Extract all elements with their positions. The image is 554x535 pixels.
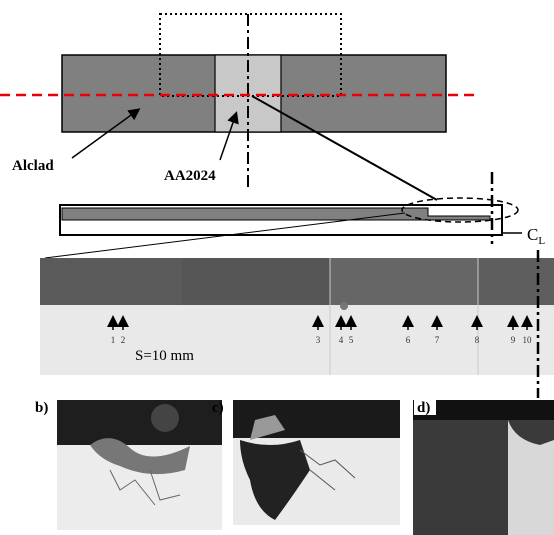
arrow-number: 4 xyxy=(339,335,344,345)
figure: Alclad AA2024 CL 12 3 45 6 7 8 9 10 S=10 mm xyxy=(0,0,554,535)
clad-strip xyxy=(62,208,490,220)
spacing-label: S=10 mm xyxy=(135,348,194,364)
arrow-number: 9 xyxy=(511,335,516,345)
arrow-number: 5 xyxy=(349,335,354,345)
label: AA2024 xyxy=(164,168,216,184)
page: {"diagram": { "labels": {"alclad": "Alcl… xyxy=(0,0,554,535)
arrow-number: 10 xyxy=(523,335,533,345)
centerline-label: CL xyxy=(527,225,545,247)
micrograph-d xyxy=(413,400,554,535)
arrow-number: 3 xyxy=(316,335,321,345)
arrow-number: 8 xyxy=(475,335,480,345)
micrograph-c xyxy=(233,400,400,525)
arrow-number: 2 xyxy=(121,335,126,345)
arrow-number: 1 xyxy=(111,335,116,345)
micrograph-b xyxy=(57,400,222,530)
label: Alclad xyxy=(12,158,54,174)
arrow-number: 7 xyxy=(435,335,440,345)
panel-label: d) xyxy=(417,400,430,416)
micrograph-strip xyxy=(40,258,554,375)
panel-label: c) xyxy=(212,400,224,416)
panel-label: b) xyxy=(35,400,48,416)
arrow-number: 6 xyxy=(406,335,411,345)
